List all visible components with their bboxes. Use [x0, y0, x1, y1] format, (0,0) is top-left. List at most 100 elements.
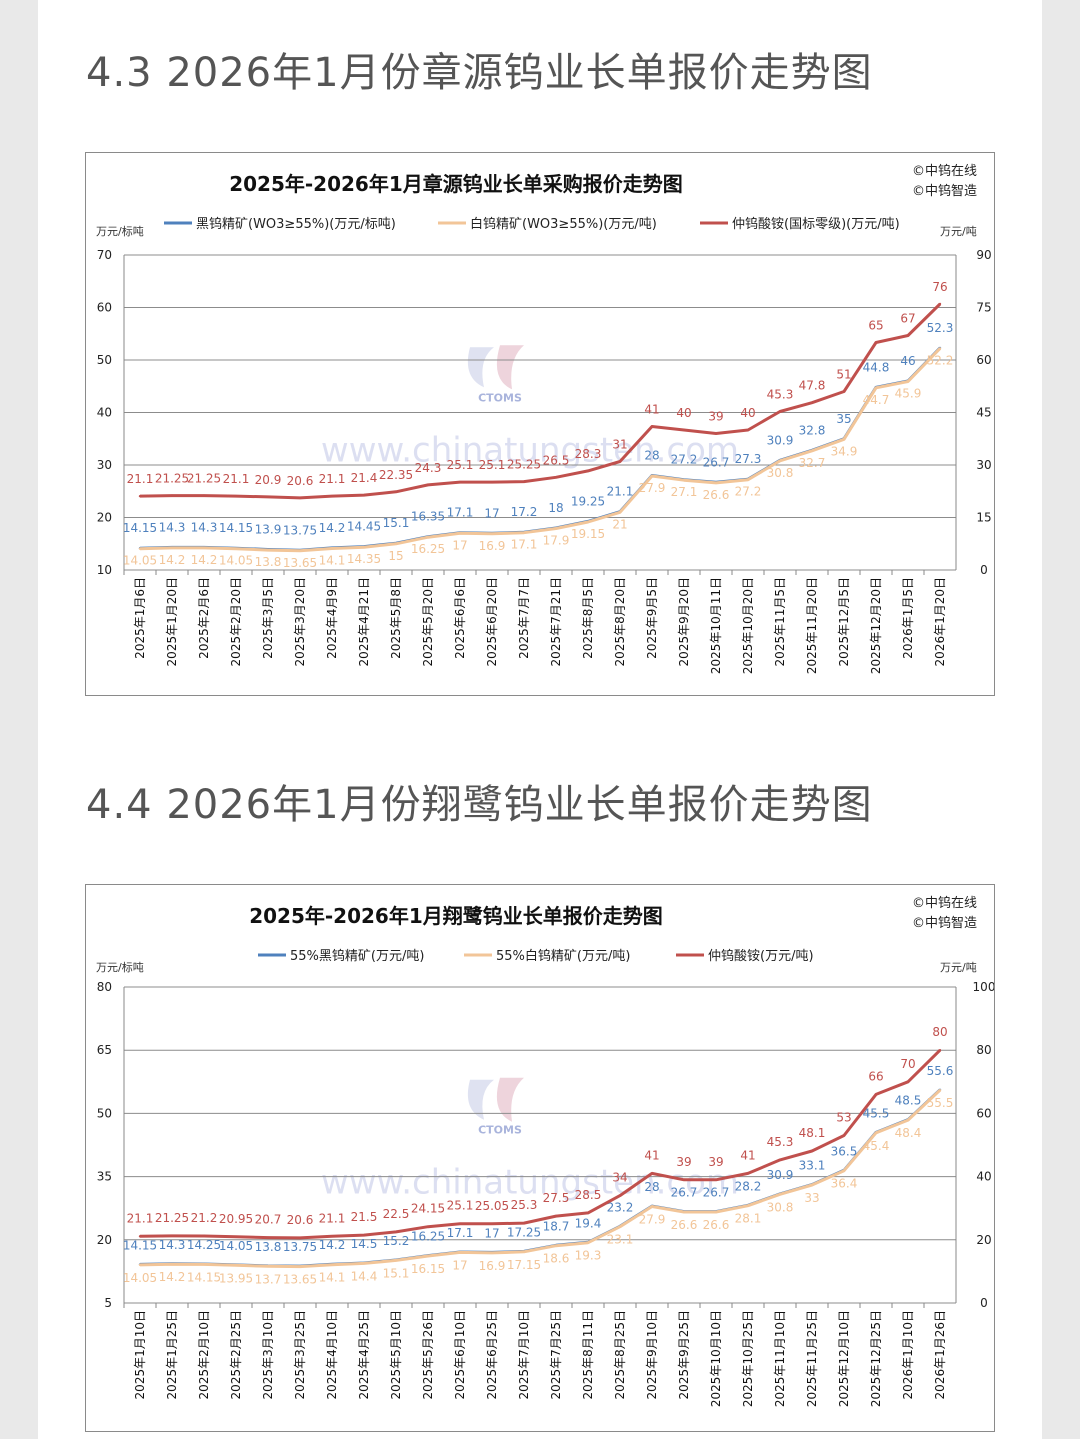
- category-label: 2025年2月20日: [229, 577, 243, 666]
- legend-label: 白钨精矿(WO3≥55%)(万元/吨): [470, 216, 657, 232]
- data-label: 15.1: [383, 516, 410, 530]
- legend-label: 55%白钨精矿(万元/吨): [496, 948, 630, 964]
- data-point: [490, 1251, 494, 1255]
- left-tick-label: 80: [97, 980, 112, 994]
- data-label: 27.5: [543, 1191, 570, 1205]
- data-point: [874, 341, 878, 344]
- category-label: 2025年3月10日: [261, 1310, 275, 1399]
- data-label: 13.65: [283, 556, 317, 570]
- right-tick-label: 60: [976, 1106, 991, 1120]
- data-label: 30.8: [767, 466, 794, 480]
- data-label: 76: [932, 280, 947, 294]
- data-label: 13.75: [283, 523, 317, 537]
- data-label: 28: [644, 1180, 659, 1194]
- data-point: [714, 432, 718, 435]
- category-label: 2025年6月25日: [485, 1310, 499, 1399]
- data-label: 36.5: [831, 1144, 858, 1158]
- category-label: 2025年6月6日: [453, 577, 467, 659]
- watermark-logo-mark: [496, 345, 524, 390]
- data-label: 30.9: [767, 433, 794, 447]
- left-tick-label: 60: [97, 301, 112, 315]
- data-label: 34.9: [831, 444, 858, 458]
- data-label: 14.4: [351, 1269, 378, 1283]
- data-point: [778, 410, 782, 413]
- category-label: 2025年8月11日: [581, 1310, 595, 1399]
- right-tick-label: 30: [976, 458, 991, 472]
- data-label: 67: [900, 312, 915, 326]
- data-point: [490, 532, 494, 535]
- data-label: 20.9: [255, 473, 282, 487]
- data-label: 26.6: [671, 1218, 698, 1232]
- data-point: [234, 1264, 238, 1267]
- data-point: [746, 428, 750, 432]
- data-point: [234, 1235, 238, 1238]
- data-label: 25.05: [475, 1199, 509, 1213]
- data-label: 18.6: [543, 1252, 570, 1266]
- data-label: 44.7: [863, 393, 890, 407]
- data-label: 17: [484, 506, 499, 520]
- data-point: [330, 1263, 334, 1266]
- data-point: [394, 542, 398, 545]
- category-label: 2025年4月10日: [325, 1310, 339, 1399]
- data-point: [522, 480, 526, 483]
- watermark-url: www.chinatungsten.com: [321, 430, 739, 470]
- data-label: 21.1: [319, 1211, 346, 1225]
- data-label: 55.6: [927, 1064, 954, 1078]
- data-label: 19.4: [575, 1216, 602, 1230]
- category-label: 2025年12月10日: [837, 1310, 851, 1407]
- data-label: 21.1: [127, 472, 154, 486]
- data-label: 70: [900, 1057, 915, 1071]
- data-point: [202, 1263, 206, 1266]
- data-point: [138, 1235, 142, 1238]
- right-tick-label: 0: [980, 563, 988, 577]
- data-label: 14.05: [219, 554, 253, 568]
- credit-text: ©中钨在线: [912, 895, 977, 911]
- data-point: [458, 532, 462, 535]
- data-label: 13.95: [219, 1271, 253, 1285]
- data-label: 33.1: [799, 1159, 826, 1173]
- data-label: 16.15: [411, 1262, 445, 1276]
- data-point: [298, 1265, 302, 1268]
- right-axis-unit: 万元/吨: [940, 225, 977, 238]
- data-label: 14.05: [123, 1271, 157, 1285]
- data-point: [266, 548, 270, 552]
- data-point: [650, 1172, 654, 1175]
- section-heading-zhangyuan: 4.3 2026年1月份章源钨业长单报价走势图: [86, 50, 873, 96]
- series-line: [139, 347, 942, 553]
- data-label: 55.5: [927, 1096, 954, 1110]
- data-point: [266, 1236, 270, 1239]
- data-point: [842, 438, 846, 441]
- data-point: [362, 1233, 366, 1237]
- category-label: 2025年1月20日: [165, 577, 179, 666]
- credit-text: ©中钨在线: [912, 163, 977, 179]
- data-label: 16.35: [411, 510, 445, 524]
- data-point: [618, 1225, 622, 1228]
- data-label: 21.1: [223, 472, 250, 486]
- category-label: 2025年3月5日: [261, 577, 275, 659]
- data-label: 26.6: [703, 1218, 730, 1232]
- category-label: 2025年9月10日: [645, 1310, 659, 1399]
- data-label: 80: [932, 1025, 947, 1039]
- data-label: 14.2: [159, 1270, 186, 1284]
- data-point: [394, 1259, 398, 1262]
- category-label: 2025年12月25日: [869, 1310, 883, 1407]
- legend-label: 仲钨酸铵(国标零级)(万元/吨): [732, 216, 900, 232]
- chart-xianglu-svg: 2025年-2026年1月翔鹭钨业长单报价走势图 ©中钨在线 ©中钨智造 55%黑钨精…: [96, 895, 994, 1407]
- data-point: [330, 1235, 334, 1238]
- data-label: 32.7: [799, 456, 826, 470]
- data-point: [362, 545, 366, 549]
- right-tick-label: 100: [973, 980, 994, 994]
- data-label: 13.75: [283, 1240, 317, 1254]
- category-label: 2025年2月25日: [229, 1310, 243, 1399]
- data-point: [778, 459, 782, 462]
- left-tick-label: 50: [97, 353, 112, 367]
- data-point: [618, 1194, 622, 1197]
- right-tick-label: 80: [976, 1043, 991, 1057]
- data-label: 36.4: [831, 1177, 858, 1191]
- data-point: [746, 478, 750, 481]
- data-label: 20.6: [287, 474, 314, 488]
- chart-zhangyuan-svg: 2025年-2026年1月章源钨业长单采购报价走势图 ©中钨在线 ©中钨智造黑钨精矿…: [96, 163, 992, 674]
- data-point: [330, 547, 334, 550]
- data-point: [170, 1263, 174, 1266]
- data-label: 16.9: [479, 1259, 506, 1273]
